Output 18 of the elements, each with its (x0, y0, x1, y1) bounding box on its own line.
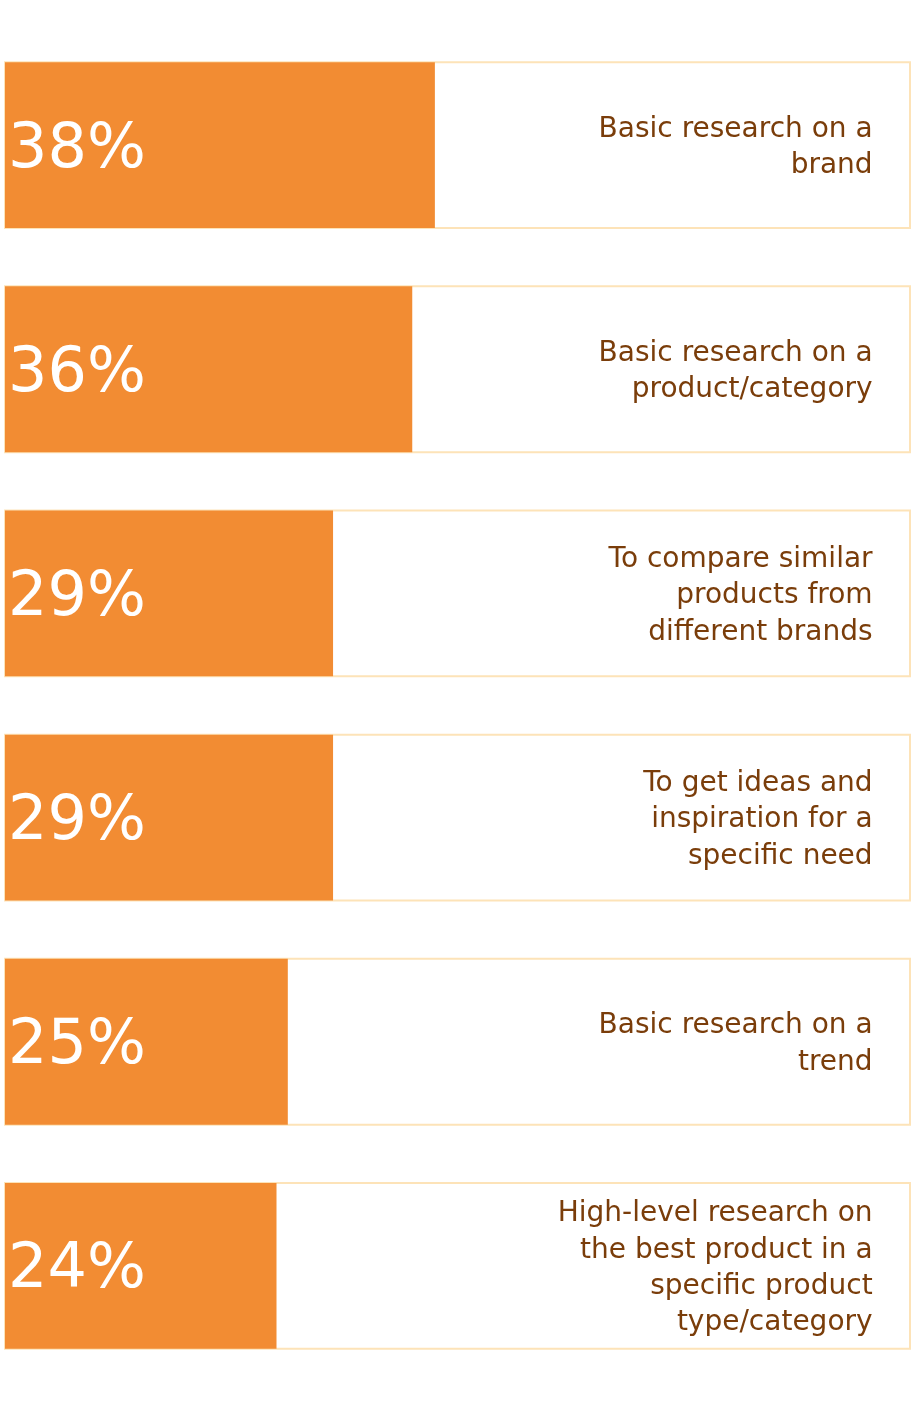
data-label: 29% (8, 556, 146, 630)
bar (5, 510, 334, 677)
data-label: 25% (8, 1005, 146, 1079)
y-tick-label: Basic research on a brand (598, 110, 873, 181)
y-tick-label: High-level research on the best product in a specific product type/category (557, 1195, 873, 1338)
y-tick-label: Basic research on a product/category (598, 334, 873, 405)
bar (5, 1182, 277, 1349)
y-tick-label: To get ideas and inspiration for a specific need (642, 764, 873, 871)
bar (5, 958, 288, 1125)
bar (5, 286, 413, 453)
y-tick-label: To compare similar products from different brands (607, 540, 874, 647)
data-label: 29% (8, 781, 146, 855)
bar (5, 62, 435, 229)
bar (5, 734, 334, 901)
data-label: 24% (8, 1229, 146, 1303)
data-label: 38% (8, 108, 146, 182)
y-tick-label: Basic research on a trend (598, 1007, 873, 1077)
data-label: 36% (8, 332, 146, 406)
